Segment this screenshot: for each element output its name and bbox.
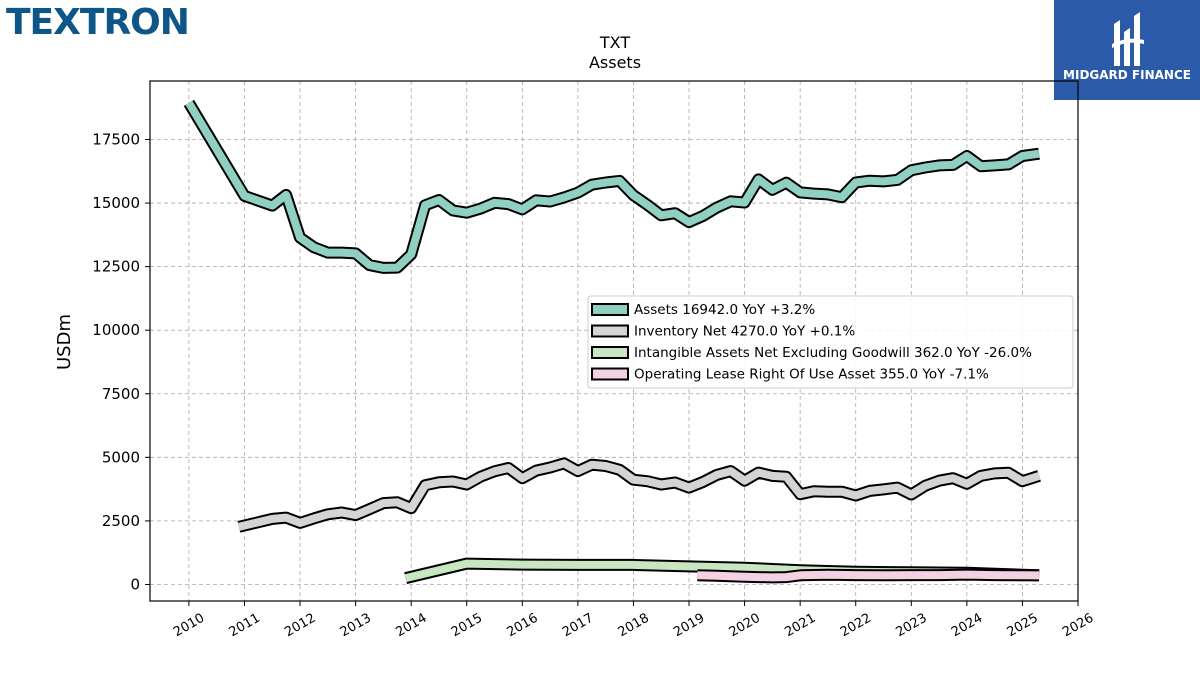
legend-swatch-intangible-assets-net-excluding-goodwill — [591, 346, 629, 359]
x-tick-label: 2023 — [893, 611, 929, 641]
axes-frame — [149, 80, 1079, 602]
y-tick-label: 5000 — [102, 448, 140, 466]
x-tick-label: 2013 — [338, 611, 374, 641]
badge-label: MIDGARD FINANCE — [1063, 68, 1191, 82]
x-tick-label: 2018 — [616, 611, 652, 641]
x-tick-label: 2011 — [227, 611, 263, 641]
y-tick-label: 7500 — [102, 385, 140, 403]
x-tick-label: 2024 — [949, 611, 985, 641]
y-tick-label: 12500 — [92, 258, 140, 276]
legend-entry-intangible-assets-net-excluding-goodwill: Intangible Assets Net Excluding Goodwill… — [634, 345, 1032, 361]
y-tick-label: 2500 — [102, 512, 140, 530]
chart-subtitle: Assets — [589, 53, 641, 72]
x-tick-label: 2020 — [727, 611, 763, 641]
x-tick-label: 2016 — [504, 611, 540, 641]
legend-entry-inventory-net: Inventory Net 4270.0 YoY +0.1% — [634, 324, 855, 340]
legend: Assets 16942.0 YoY +3.2% Inventory Net 42… — [587, 295, 1074, 389]
y-tick-label: 17500 — [92, 130, 140, 148]
chart-title: TXT — [599, 33, 630, 52]
legend-swatch-assets — [591, 303, 629, 316]
x-tick-label: 2012 — [282, 611, 318, 641]
legend-entry-assets: Assets 16942.0 YoY +3.2% — [634, 302, 815, 318]
legend-swatch-inventory-net — [591, 324, 629, 338]
series-line-operating-lease-right-of-use-asset — [697, 570, 1040, 582]
y-tick-label: 0 — [130, 575, 140, 593]
legend-entry-operating-lease-right-of-use-asset: Operating Lease Right Of Use Asset 355.0… — [634, 367, 989, 383]
x-tick-label: 2021 — [782, 611, 818, 641]
x-tick-label: 2010 — [171, 611, 207, 641]
x-tick-label: 2019 — [671, 611, 707, 641]
midgard-logo-icon — [1112, 12, 1144, 66]
x-tick-label: 2025 — [1005, 611, 1041, 641]
x-tick-label: 2022 — [838, 611, 874, 641]
legend-box — [587, 295, 1074, 389]
y-axis-label: USDm — [54, 314, 75, 370]
series-line-inventory-net — [237, 459, 1041, 531]
textron-logo: TEXTRON — [6, 2, 190, 43]
series-layer — [183, 99, 1041, 584]
y-tick-label: 10000 — [92, 321, 140, 339]
x-tick-label: 2014 — [393, 611, 429, 641]
y-tick-label: 15000 — [92, 194, 140, 212]
y-axis: 0 2500 5000 7500 10000 12500 15000 17500 — [92, 130, 150, 593]
series-line-assets — [185, 100, 1040, 272]
x-tick-label: 2015 — [449, 611, 485, 641]
x-tick-label: 2017 — [560, 611, 596, 641]
x-tick-label: 2026 — [1060, 611, 1096, 641]
x-axis: 2010 2011 2012 2013 2014 2015 2016 2017 2018 2019… — [171, 601, 1096, 640]
legend-swatch-operating-lease-right-of-use-asset — [591, 367, 629, 381]
